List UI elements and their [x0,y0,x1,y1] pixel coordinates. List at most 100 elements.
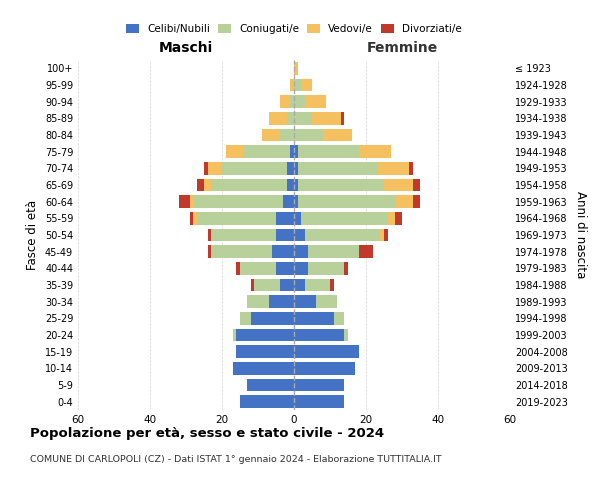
Bar [298,162,377,174]
Bar [208,246,211,258]
Bar [240,396,294,408]
Legend: Celibi/Nubili, Coniugati/e, Vedovi/e, Divorziati/e: Celibi/Nubili, Coniugati/e, Vedovi/e, Di… [122,20,466,38]
Bar [247,379,294,391]
Bar [204,162,208,174]
Bar [197,179,204,192]
Bar [287,112,294,124]
Bar [384,229,388,241]
Bar [211,179,287,192]
Bar [294,296,316,308]
Bar [305,229,380,241]
Bar [294,346,359,358]
Text: Femmine: Femmine [367,41,437,55]
Bar [395,196,413,208]
Bar [211,229,276,241]
Bar [236,346,294,358]
Bar [294,62,298,74]
Bar [240,262,276,274]
Bar [294,262,308,274]
Bar [294,129,323,141]
Bar [330,279,334,291]
Bar [262,129,280,141]
Bar [395,212,402,224]
Bar [294,146,298,158]
Bar [294,179,298,192]
Bar [193,212,197,224]
Bar [240,312,251,324]
Bar [226,146,244,158]
Bar [222,162,287,174]
Bar [280,129,294,141]
Bar [308,246,359,258]
Bar [269,296,294,308]
Bar [301,212,388,224]
Bar [287,162,294,174]
Bar [251,312,294,324]
Bar [294,362,355,374]
Bar [298,179,384,192]
Bar [359,246,373,258]
Bar [287,179,294,192]
Text: Maschi: Maschi [159,41,213,55]
Bar [294,246,308,258]
Bar [294,79,301,92]
Text: COMUNE DI CARLOPOLI (CZ) - Dati ISTAT 1° gennaio 2024 - Elaborazione TUTTITALIA.: COMUNE DI CARLOPOLI (CZ) - Dati ISTAT 1°… [30,455,442,464]
Bar [236,262,240,274]
Bar [301,79,312,92]
Bar [197,212,276,224]
Y-axis label: Anni di nascita: Anni di nascita [574,192,587,278]
Bar [377,162,409,174]
Bar [359,146,391,158]
Bar [276,212,294,224]
Bar [283,196,294,208]
Bar [251,279,254,291]
Bar [280,279,294,291]
Bar [294,379,344,391]
Bar [236,329,294,341]
Bar [305,279,330,291]
Bar [272,246,294,258]
Bar [341,112,344,124]
Bar [208,229,211,241]
Bar [244,146,290,158]
Bar [269,112,287,124]
Bar [308,262,344,274]
Bar [290,146,294,158]
Bar [305,96,326,108]
Bar [294,279,305,291]
Bar [388,212,395,224]
Bar [334,312,344,324]
Text: Popolazione per età, sesso e stato civile - 2024: Popolazione per età, sesso e stato civil… [30,428,384,440]
Bar [294,212,301,224]
Bar [280,96,290,108]
Bar [294,329,344,341]
Bar [294,196,298,208]
Bar [294,96,305,108]
Bar [208,162,222,174]
Bar [247,296,269,308]
Bar [276,262,294,274]
Bar [233,362,294,374]
Bar [294,396,344,408]
Bar [233,329,236,341]
Bar [413,179,420,192]
Bar [179,196,190,208]
Bar [193,196,283,208]
Bar [323,129,352,141]
Y-axis label: Fasce di età: Fasce di età [26,200,39,270]
Bar [290,79,294,92]
Bar [294,229,305,241]
Bar [384,179,413,192]
Bar [294,112,312,124]
Bar [409,162,413,174]
Bar [298,146,359,158]
Bar [204,179,211,192]
Bar [298,196,395,208]
Bar [344,262,348,274]
Bar [413,196,420,208]
Bar [254,279,280,291]
Bar [312,112,341,124]
Bar [294,162,298,174]
Bar [276,229,294,241]
Bar [294,312,334,324]
